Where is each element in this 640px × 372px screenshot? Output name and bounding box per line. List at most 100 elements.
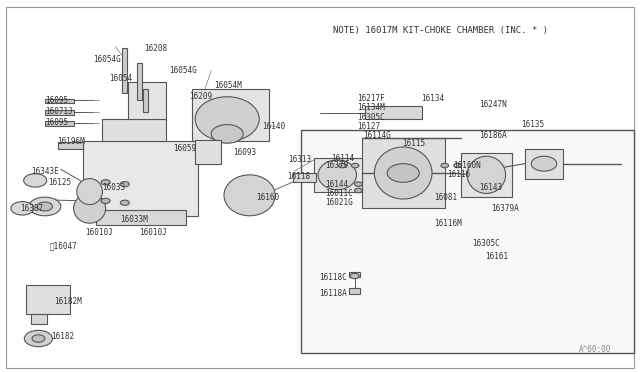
Text: 16095: 16095	[45, 96, 68, 105]
Text: 16209: 16209	[189, 92, 212, 101]
Circle shape	[211, 125, 243, 143]
Ellipse shape	[224, 175, 275, 216]
Ellipse shape	[467, 156, 506, 193]
Text: 16140: 16140	[262, 122, 285, 131]
Text: 16125: 16125	[48, 178, 71, 187]
Text: 16135: 16135	[522, 120, 545, 129]
Text: 16387: 16387	[20, 204, 44, 213]
Text: 16010J: 16010J	[85, 228, 113, 237]
Bar	[195, 140, 221, 164]
Text: 16186A: 16186A	[479, 131, 506, 140]
Text: 16379A: 16379A	[492, 204, 519, 213]
Ellipse shape	[77, 179, 102, 205]
Bar	[31, 314, 47, 324]
Text: ※16047: ※16047	[50, 241, 77, 250]
Circle shape	[120, 182, 129, 187]
Text: 16305C: 16305C	[357, 113, 385, 122]
Text: 16144: 16144	[325, 180, 348, 189]
Circle shape	[11, 202, 34, 215]
Circle shape	[454, 163, 461, 168]
Text: 16081: 16081	[434, 193, 457, 202]
Text: 16059: 16059	[173, 144, 196, 153]
Circle shape	[387, 164, 419, 182]
Text: 16196M: 16196M	[58, 137, 85, 146]
Circle shape	[120, 200, 129, 205]
Text: 16033M: 16033M	[120, 215, 148, 224]
Bar	[293, 173, 316, 182]
Bar	[349, 272, 360, 277]
Circle shape	[37, 202, 52, 211]
Text: 16118A: 16118A	[319, 289, 346, 298]
Text: 16115: 16115	[402, 139, 425, 148]
Bar	[45, 110, 74, 115]
Text: 16247N: 16247N	[479, 100, 506, 109]
Ellipse shape	[195, 97, 259, 141]
Text: 16134M: 16134M	[357, 103, 385, 112]
Text: 16182: 16182	[51, 332, 74, 341]
Text: 16114: 16114	[332, 154, 355, 163]
Bar	[525, 149, 563, 179]
Circle shape	[339, 163, 346, 168]
Bar	[102, 119, 166, 141]
Bar	[143, 89, 148, 112]
Text: 16118: 16118	[287, 172, 310, 181]
Bar	[137, 63, 142, 100]
Text: 16071J: 16071J	[45, 107, 72, 116]
Bar	[365, 106, 422, 119]
Circle shape	[24, 330, 52, 347]
Bar	[314, 158, 362, 192]
Text: 16208: 16208	[144, 44, 167, 53]
Bar	[192, 89, 269, 141]
Text: 16116: 16116	[447, 170, 470, 179]
Bar	[128, 82, 166, 119]
Ellipse shape	[74, 193, 106, 223]
Text: 16143: 16143	[479, 183, 502, 192]
Text: 16379: 16379	[325, 161, 348, 170]
Text: 16011C: 16011C	[325, 189, 353, 198]
Text: 16160N: 16160N	[453, 161, 481, 170]
Bar	[122, 48, 127, 93]
Text: NOTE) 16017M KIT-CHOKE CHAMBER (INC. * ): NOTE) 16017M KIT-CHOKE CHAMBER (INC. * )	[333, 26, 548, 35]
Text: 16160: 16160	[256, 193, 279, 202]
Circle shape	[441, 163, 449, 168]
Bar	[96, 210, 186, 225]
Bar	[45, 121, 74, 126]
Text: 16054M: 16054M	[214, 81, 242, 90]
Ellipse shape	[318, 160, 356, 190]
Circle shape	[355, 182, 362, 186]
Bar	[83, 141, 198, 216]
Circle shape	[350, 273, 359, 279]
Text: 16021G: 16021G	[325, 198, 353, 207]
Text: 16095: 16095	[45, 118, 68, 127]
Text: 16033: 16033	[102, 183, 125, 192]
Text: 16182M: 16182M	[54, 297, 82, 306]
Circle shape	[355, 188, 362, 193]
Ellipse shape	[374, 147, 432, 199]
Bar	[45, 99, 74, 103]
Text: 16116M: 16116M	[434, 219, 461, 228]
Bar	[349, 288, 360, 294]
Circle shape	[32, 335, 45, 342]
Bar	[58, 142, 83, 149]
Text: 16010J: 16010J	[140, 228, 167, 237]
Bar	[362, 138, 445, 208]
Circle shape	[29, 197, 61, 216]
Circle shape	[101, 198, 110, 203]
Text: 16134: 16134	[421, 94, 444, 103]
Circle shape	[24, 174, 47, 187]
Text: 16217F: 16217F	[357, 94, 385, 103]
Text: 16054: 16054	[109, 74, 132, 83]
Text: 16118C: 16118C	[319, 273, 346, 282]
Circle shape	[101, 180, 110, 185]
Text: 16054G: 16054G	[93, 55, 120, 64]
Circle shape	[351, 163, 359, 168]
Text: 16305C: 16305C	[472, 239, 500, 248]
Bar	[461, 153, 512, 197]
Text: 16093: 16093	[234, 148, 257, 157]
Bar	[26, 285, 70, 314]
Text: 16054G: 16054G	[170, 66, 197, 75]
Text: 16343E: 16343E	[31, 167, 58, 176]
Text: 16313: 16313	[288, 155, 311, 164]
Text: 16127: 16127	[357, 122, 380, 131]
Circle shape	[531, 156, 557, 171]
